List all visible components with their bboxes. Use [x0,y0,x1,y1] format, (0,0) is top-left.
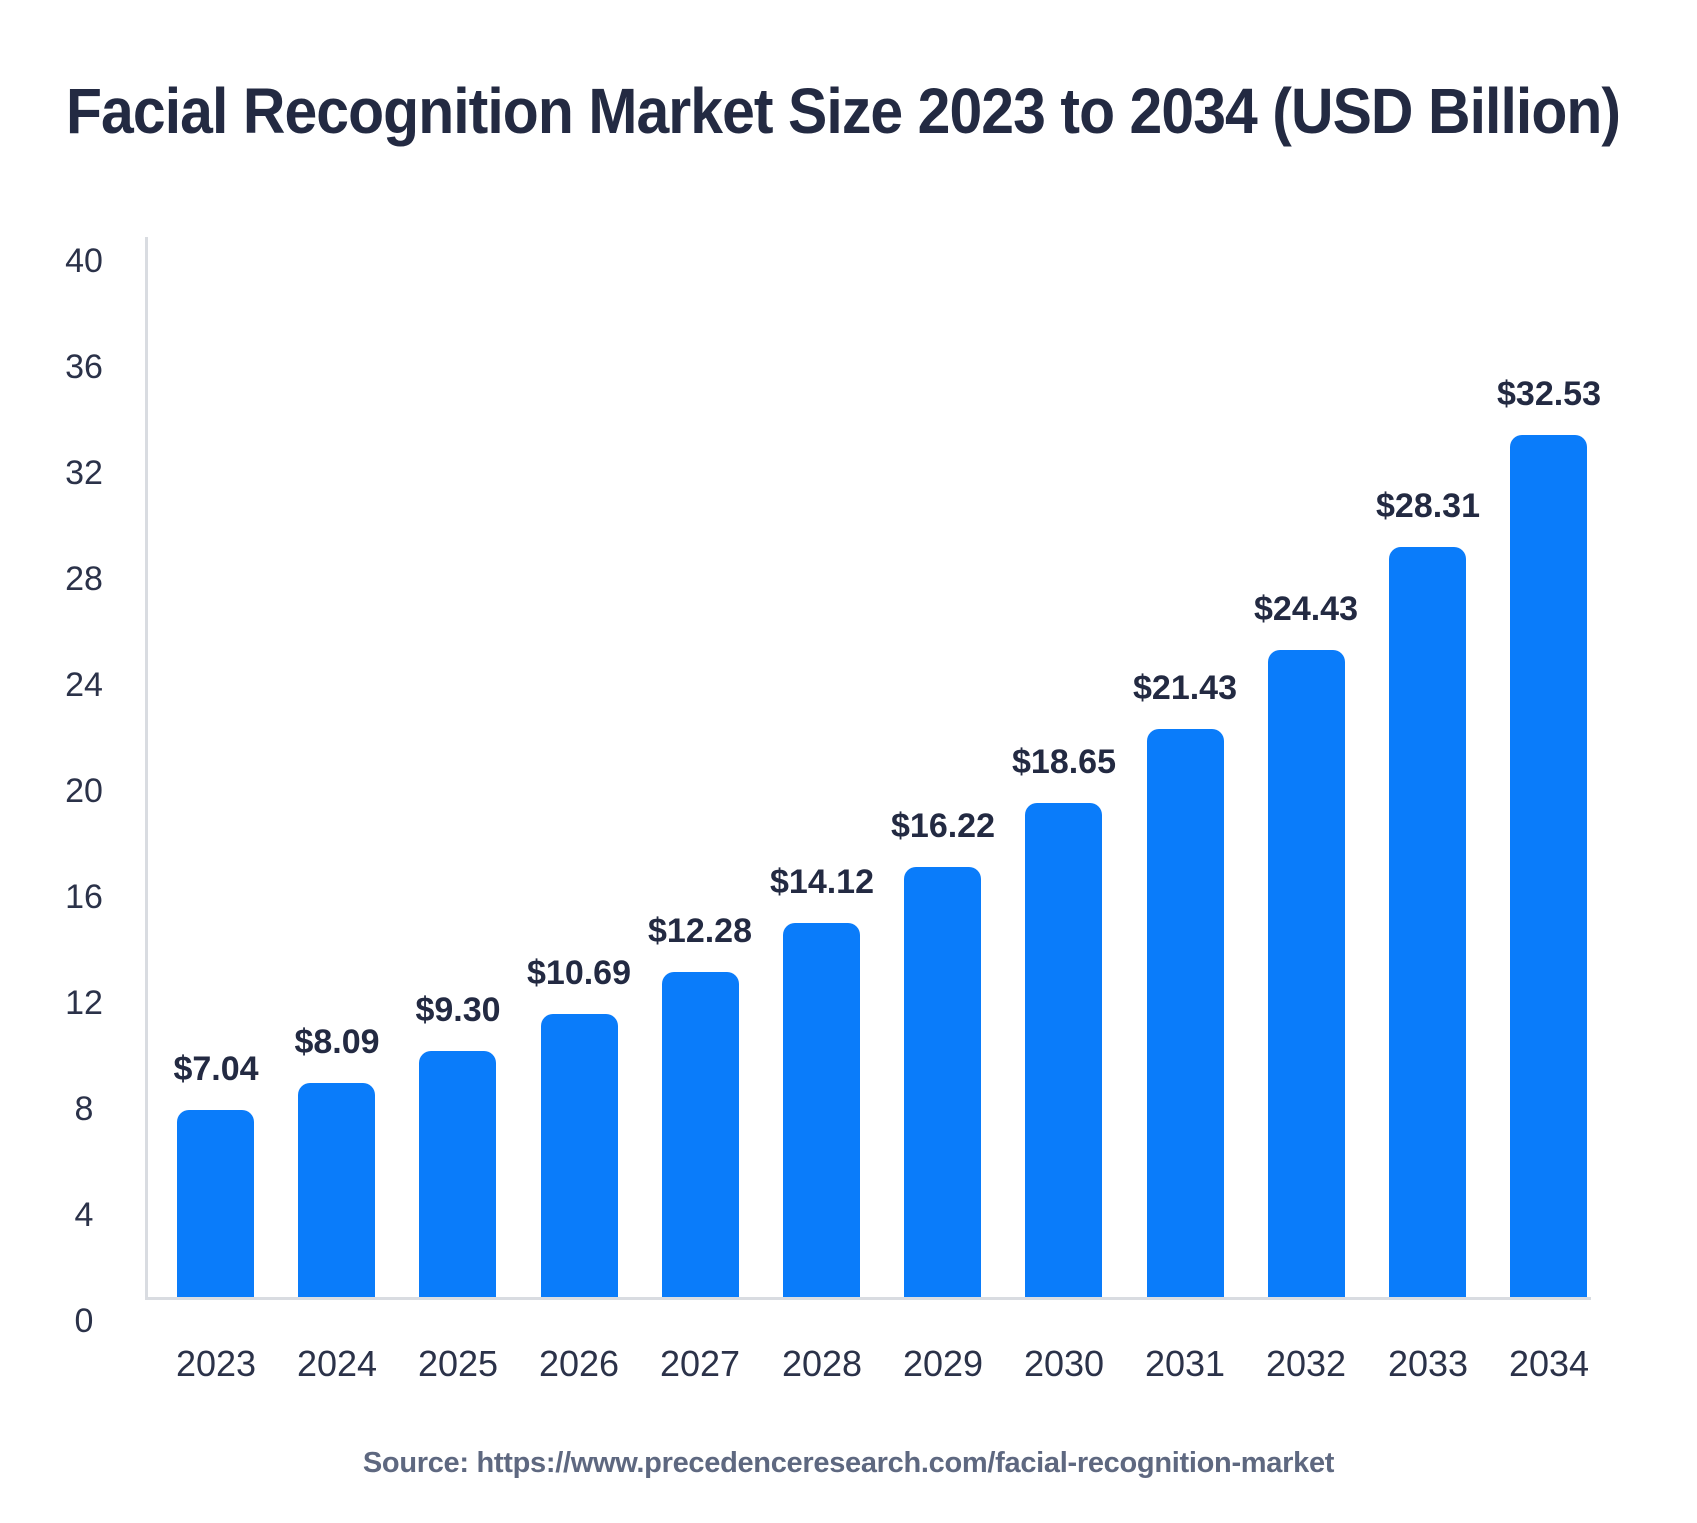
chart-title-text: Facial Recognition Market Size 2023 to 2… [66,75,1621,147]
value-label-2034: $32.53 [1497,375,1601,413]
x-tick-2032: 2032 [1265,1343,1347,1384]
bar-2033 [1389,547,1466,1297]
x-tick-2023: 2023 [175,1343,257,1384]
value-label-2027: $12.28 [648,912,752,950]
bar-2028 [783,923,860,1297]
y-tick-36: 36 [65,348,103,386]
value-label-2023: $7.04 [173,1050,259,1088]
x-axis-line [145,1297,1591,1300]
chart-title: Facial Recognition Market Size 2023 to 2… [66,76,1697,146]
bar-2027 [662,972,739,1297]
x-tick-2024: 2024 [296,1343,378,1384]
value-label-2026: $10.69 [527,954,631,992]
x-tick-2028: 2028 [781,1343,863,1384]
bar-2029 [904,867,981,1297]
x-tick-2030: 2030 [1023,1343,1105,1384]
y-tick-28: 28 [65,560,103,598]
bar-2032 [1268,650,1345,1297]
y-tick-20: 20 [65,772,103,810]
bar-2034 [1510,435,1587,1297]
bar-2030 [1025,803,1102,1297]
y-axis-line [145,237,148,1300]
y-tick-0: 0 [74,1302,94,1340]
bar-2023 [177,1110,254,1297]
x-tick-2033: 2033 [1387,1343,1469,1384]
x-tick-2025: 2025 [417,1343,499,1384]
bar-2024 [298,1083,375,1297]
y-tick-32: 32 [65,454,103,492]
bar-2025 [419,1051,496,1297]
y-tick-4: 4 [74,1196,94,1234]
value-label-2024: $8.09 [294,1023,380,1061]
value-label-2028: $14.12 [770,863,874,901]
y-tick-8: 8 [74,1090,94,1128]
x-tick-2034: 2034 [1508,1343,1590,1384]
value-label-2031: $21.43 [1133,669,1237,707]
source-text: Source: https://www.precedenceresearch.c… [362,1447,1335,1479]
y-tick-24: 24 [65,666,103,704]
x-tick-2031: 2031 [1144,1343,1226,1384]
value-label-2033: $28.31 [1376,487,1480,525]
bar-2031 [1147,729,1224,1297]
x-tick-2027: 2027 [659,1343,741,1384]
x-tick-2029: 2029 [902,1343,984,1384]
value-label-2030: $18.65 [1012,743,1116,781]
x-tick-2026: 2026 [538,1343,620,1384]
value-label-2032: $24.43 [1254,590,1358,628]
value-label-2029: $16.22 [891,807,995,845]
y-tick-40: 40 [65,242,103,280]
y-tick-12: 12 [65,984,103,1022]
bar-2026 [541,1014,618,1297]
y-tick-16: 16 [65,878,103,916]
value-label-2025: $9.30 [415,991,501,1029]
